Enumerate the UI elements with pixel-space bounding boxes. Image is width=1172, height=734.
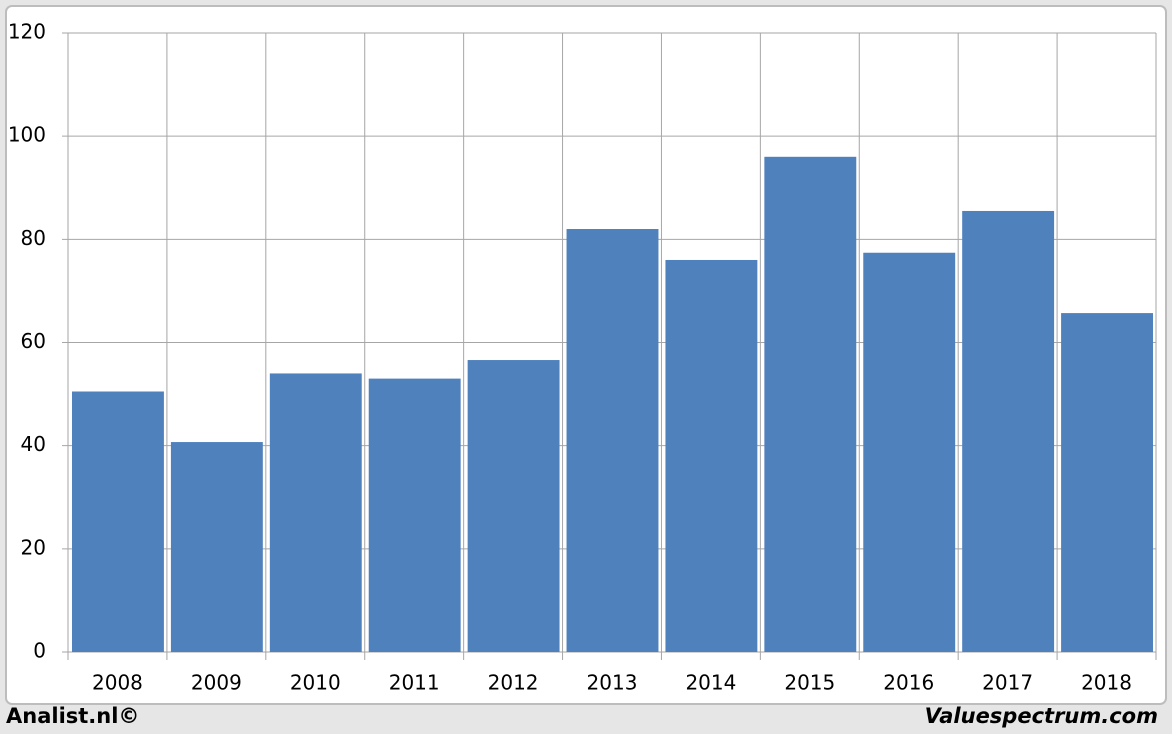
bar xyxy=(170,442,263,652)
x-tick-label: 2017 xyxy=(982,671,1033,695)
bar xyxy=(72,391,164,652)
x-tick-label: 2010 xyxy=(290,671,341,695)
y-tick-label: 100 xyxy=(8,123,46,147)
y-tick-label: 0 xyxy=(33,639,46,663)
bar xyxy=(863,252,956,652)
x-tick-label: 2018 xyxy=(1081,671,1132,695)
bar xyxy=(269,373,362,652)
footer-left: Analist.nl© xyxy=(6,704,139,728)
x-tick-label: 2009 xyxy=(191,671,242,695)
x-tick-label: 2008 xyxy=(92,671,143,695)
y-tick-label: 40 xyxy=(21,432,46,456)
y-tick-label: 120 xyxy=(8,20,46,44)
bar xyxy=(764,156,857,653)
y-tick-label: 80 xyxy=(21,226,46,250)
footer-right: Valuespectrum.com xyxy=(925,704,1158,728)
x-tick-label: 2013 xyxy=(587,671,638,695)
x-tick-label: 2014 xyxy=(685,671,736,695)
bar xyxy=(1061,313,1153,652)
x-tick-label: 2016 xyxy=(883,671,934,695)
x-tick-label: 2015 xyxy=(784,671,835,695)
bar xyxy=(467,360,560,652)
x-tick-label: 2012 xyxy=(488,671,539,695)
x-tick-label: 2011 xyxy=(389,671,440,695)
bar xyxy=(665,259,758,652)
y-tick-label: 20 xyxy=(21,535,46,559)
bar xyxy=(566,229,659,652)
y-tick-label: 60 xyxy=(21,329,46,353)
bar xyxy=(368,378,461,652)
bar xyxy=(962,210,1055,652)
